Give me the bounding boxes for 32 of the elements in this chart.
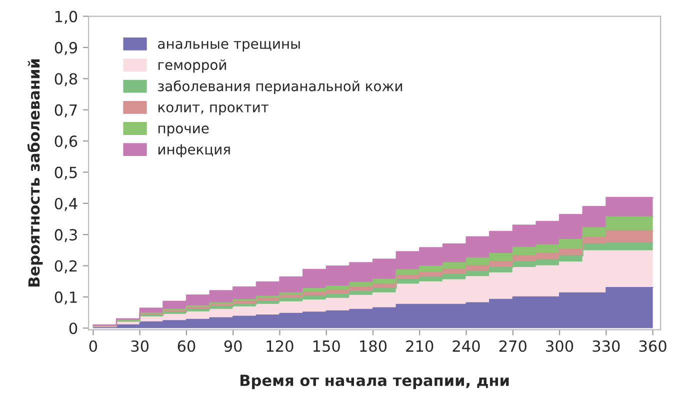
- legend-label: заболевания перианальной кожи: [158, 80, 402, 94]
- y-tick-label: 0,6: [54, 135, 78, 149]
- y-tick-label: 0,7: [54, 104, 77, 118]
- x-tick-label: 210: [406, 340, 434, 352]
- y-tick-label: 0,9: [54, 42, 78, 56]
- x-tick-label: 150: [313, 340, 340, 352]
- y-tick-label: 1,0: [55, 10, 78, 24]
- legend-label: прочие: [158, 126, 209, 136]
- x-tick-label: 360: [639, 340, 666, 352]
- x-tick-label: 30: [131, 340, 149, 352]
- legend-label: анальные трещины: [158, 40, 300, 52]
- y-axis-title: Вероятность заболеваний: [27, 59, 43, 287]
- y-tick-label: 0,3: [54, 229, 77, 242]
- legend-label: колит, проктит: [158, 104, 269, 116]
- x-tick-label: 90: [224, 340, 242, 352]
- y-tick-label: 0,8: [54, 73, 78, 86]
- legend-label: инфекция: [158, 144, 230, 158]
- y-tick-label: 0,2: [54, 260, 77, 274]
- y-tick-label: 0,5: [54, 166, 77, 180]
- x-tick-label: 60: [178, 340, 196, 352]
- x-tick-label: 0: [89, 340, 98, 352]
- x-tick-label: 300: [546, 340, 574, 352]
- x-tick-label: 180: [360, 340, 387, 352]
- y-tick-label: 0,4: [54, 198, 78, 211]
- legend-label: геморрой: [158, 59, 226, 73]
- y-tick-label: 0: [69, 322, 78, 334]
- x-axis-title: Время от начала терапии, дни: [240, 374, 509, 390]
- x-tick-label: 120: [266, 340, 294, 352]
- y-tick-label: 0,1: [54, 291, 77, 305]
- x-tick-label: 270: [499, 340, 526, 352]
- x-tick-label: 240: [452, 340, 480, 352]
- x-tick-label: 330: [592, 340, 620, 352]
